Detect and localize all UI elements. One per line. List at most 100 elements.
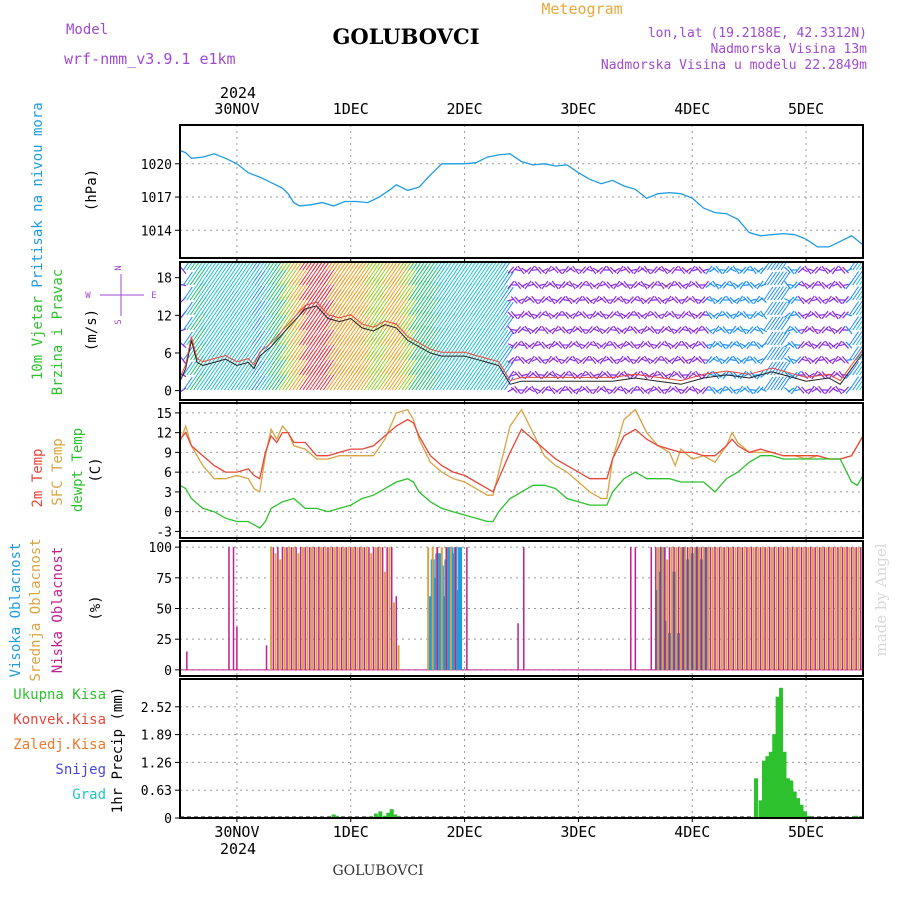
wind-barb: [432, 327, 445, 346]
wind-barb: [183, 271, 193, 286]
cloud-mid-bar: [283, 547, 286, 670]
cloud-low-bar: [741, 547, 744, 670]
wind-barb: [664, 282, 672, 288]
wind-barb: [753, 311, 761, 319]
wind-barb: [613, 280, 621, 290]
wind-barb: [657, 325, 665, 335]
wind-barb: [268, 262, 275, 271]
wind-barb: [739, 325, 747, 335]
wind-barb: [620, 281, 627, 289]
wind-barb: [558, 358, 566, 362]
cloud-low-bar: [709, 547, 712, 670]
wind-barb: [480, 358, 492, 376]
wind-barb: [630, 358, 637, 362]
wind-barb: [589, 355, 597, 365]
cloud-low-bar: [841, 547, 844, 670]
wind-barb: [705, 265, 713, 275]
wind-barb: [299, 262, 306, 271]
wind-barb: [541, 267, 549, 273]
wind-barb: [780, 271, 791, 286]
wind-barb: [633, 310, 641, 320]
wind-barb: [845, 325, 853, 335]
wind-barb: [613, 358, 620, 362]
wind-barb: [531, 340, 539, 350]
wind-barb: [739, 370, 747, 380]
wind-barb: [548, 282, 556, 288]
cloud-mid-bar: [320, 547, 323, 670]
wind-barb: [627, 328, 634, 332]
wind-barb: [743, 310, 750, 320]
wind-barb: [763, 316, 774, 331]
cloud-mid-bar: [311, 547, 314, 670]
cloud-low-bar: [718, 547, 721, 670]
wind-barb: [630, 296, 638, 304]
wind-barb: [220, 328, 233, 346]
wind-barb: [442, 268, 455, 286]
cloud-mid-bar: [698, 547, 701, 670]
wind-barb: [794, 299, 801, 301]
wind-barb: [777, 376, 788, 391]
precip-bar: [802, 811, 807, 818]
wind-barb: [695, 311, 703, 319]
y-tick-label: 2.52: [141, 701, 172, 716]
wind-barb: [548, 385, 556, 395]
wind-barb: [650, 370, 658, 380]
wind-barb: [684, 280, 692, 290]
precip-legend-freezing: Zaledj.Kisa: [13, 737, 106, 753]
wind-barb: [565, 328, 573, 332]
wind-barb: [264, 267, 278, 286]
cloud-low-bar: [796, 547, 798, 670]
wind-barb: [637, 282, 644, 288]
wind-barb: [524, 325, 532, 335]
wind-barb: [698, 386, 706, 394]
wind-barb: [504, 286, 514, 301]
wind-barb: [504, 316, 514, 331]
wind-barb: [261, 267, 275, 286]
cloud-low-bar: [186, 651, 188, 670]
wind-barb: [712, 370, 720, 380]
wind-barb: [196, 374, 209, 391]
wind-barb: [237, 374, 249, 391]
wind-barb: [780, 301, 791, 316]
wind-barb: [821, 281, 829, 289]
wind-barb: [206, 344, 219, 361]
wind-barb: [360, 262, 368, 271]
wind-barb: [555, 266, 563, 274]
wind-barb: [845, 313, 853, 317]
wind-barb: [818, 268, 825, 272]
wind-barb: [664, 385, 672, 395]
wind-barb: [223, 358, 236, 376]
cloud-low-bar: [850, 547, 853, 670]
wind-barb: [247, 269, 260, 286]
wind-barb: [831, 342, 839, 348]
wind-barb: [708, 385, 716, 395]
wind-barb: [213, 329, 226, 346]
wind-barb: [504, 301, 514, 316]
wind-barb: [476, 298, 489, 316]
wind-barb: [664, 357, 672, 363]
wind-barb: [442, 358, 455, 376]
wind-barb: [773, 376, 784, 391]
wind-barb: [456, 298, 469, 316]
wind-barb: [606, 265, 614, 275]
wind-barb: [654, 355, 662, 365]
cloud-panel: 0 25 50 75 100: [149, 540, 864, 680]
precip-bar: [765, 756, 770, 818]
wind-barb: [593, 373, 600, 377]
wind-barb: [702, 385, 709, 395]
wind-barb: [797, 295, 805, 305]
wind-barb: [241, 374, 253, 391]
wind-barb: [746, 281, 754, 289]
wind-barb: [743, 328, 750, 332]
wind-barb: [538, 295, 546, 305]
wind-barb: [514, 359, 521, 361]
wind-barb: [469, 343, 482, 361]
wind-barb: [804, 265, 812, 275]
wind-barb: [602, 295, 610, 305]
cloud-low-bar: [805, 547, 807, 670]
wind-barb: [186, 284, 198, 301]
wind-barb: [551, 266, 559, 274]
precip-unit: 1hr Precip (mm): [110, 687, 126, 813]
wind-barb: [545, 343, 552, 347]
wind-barb: [449, 313, 462, 331]
